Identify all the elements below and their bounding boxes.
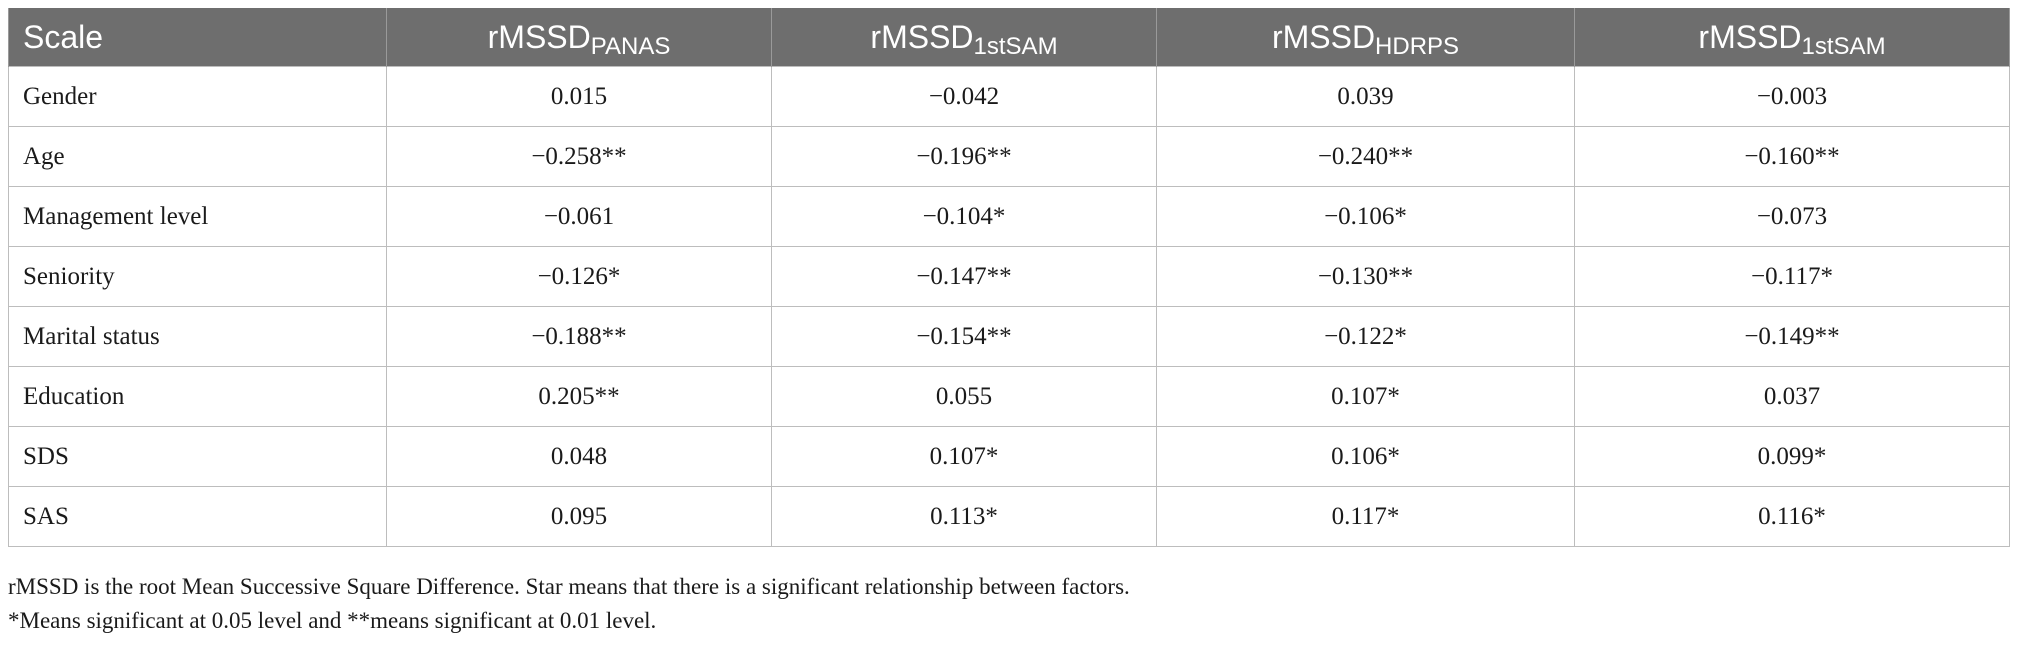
table-cell: −0.149** — [1574, 306, 2010, 367]
header-scale: Scale — [8, 8, 387, 67]
table-cell: 0.037 — [1574, 366, 2010, 427]
header-subscript: 1stSAM — [973, 32, 1058, 60]
table-cell: −0.117* — [1574, 246, 2010, 307]
header-base: rMSSD — [487, 18, 591, 55]
table-cell: −0.196** — [771, 126, 1157, 187]
table-cell: 0.039 — [1156, 66, 1575, 127]
row-label: SDS — [8, 426, 387, 487]
row-label: Education — [8, 366, 387, 427]
table-cell: 0.107* — [1156, 366, 1575, 427]
row-label: Management level — [8, 186, 387, 247]
table-row: Age −0.258** −0.196** −0.240** −0.160** — [8, 126, 2010, 187]
footnote-significance: *Means significant at 0.05 level and **m… — [8, 608, 657, 633]
table-cell: −0.061 — [386, 186, 772, 247]
table-footnotes: rMSSD is the root Mean Successive Square… — [8, 570, 1130, 638]
table-cell: −0.122* — [1156, 306, 1575, 367]
table-cell: −0.042 — [771, 66, 1157, 127]
row-label: SAS — [8, 486, 387, 547]
table-cell: −0.106* — [1156, 186, 1575, 247]
table-cell: −0.003 — [1574, 66, 2010, 127]
table-cell: −0.104* — [771, 186, 1157, 247]
header-base: rMSSD — [1698, 18, 1802, 55]
table-cell: −0.154** — [771, 306, 1157, 367]
table-cell: −0.126* — [386, 246, 772, 307]
header-rmssd-1stsam-second: rMSSD1stSAM — [1574, 8, 2010, 67]
table-cell: −0.073 — [1574, 186, 2010, 247]
correlation-table-container: Scale rMSSDPANAS rMSSD1stSAM rMSSDHDRPS … — [8, 8, 2010, 547]
table-cell: 0.015 — [386, 66, 772, 127]
footnote-definition: rMSSD is the root Mean Successive Square… — [8, 574, 1130, 599]
table-cell: −0.188** — [386, 306, 772, 367]
table-cell: 0.117* — [1156, 486, 1575, 547]
row-label: Seniority — [8, 246, 387, 307]
header-base: rMSSD — [870, 18, 974, 55]
table-cell: −0.258** — [386, 126, 772, 187]
table-cell: 0.055 — [771, 366, 1157, 427]
table-cell: −0.240** — [1156, 126, 1575, 187]
table-cell: −0.130** — [1156, 246, 1575, 307]
table-body: Gender 0.015 −0.042 0.039 −0.003 Age −0.… — [8, 66, 2010, 547]
header-base: rMSSD — [1271, 18, 1376, 55]
table-row: Marital status −0.188** −0.154** −0.122*… — [8, 306, 2010, 367]
header-row: Scale rMSSDPANAS rMSSD1stSAM rMSSDHDRPS … — [8, 8, 2010, 67]
row-label: Gender — [8, 66, 387, 127]
header-subscript: 1stSAM — [1801, 32, 1886, 60]
header-subscript: HDRPS — [1375, 32, 1460, 60]
table-cell: 0.106* — [1156, 426, 1575, 487]
table-cell: −0.160** — [1574, 126, 2010, 187]
table-cell: 0.116* — [1574, 486, 2010, 547]
correlation-table: Scale rMSSDPANAS rMSSD1stSAM rMSSDHDRPS … — [8, 8, 2010, 547]
header-rmssd-hdrps: rMSSDHDRPS — [1156, 8, 1575, 67]
table-cell: 0.095 — [386, 486, 772, 547]
row-label: Marital status — [8, 306, 387, 367]
table-header: Scale rMSSDPANAS rMSSD1stSAM rMSSDHDRPS … — [8, 8, 2010, 67]
header-rmssd-panas: rMSSDPANAS — [386, 8, 772, 67]
table-row: SDS 0.048 0.107* 0.106* 0.099* — [8, 426, 2010, 487]
header-rmssd-1stsam: rMSSD1stSAM — [771, 8, 1157, 67]
table-cell: 0.205** — [386, 366, 772, 427]
row-label: Age — [8, 126, 387, 187]
table-cell: 0.099* — [1574, 426, 2010, 487]
table-cell: 0.107* — [771, 426, 1157, 487]
table-row: Management level −0.061 −0.104* −0.106* … — [8, 186, 2010, 247]
table-cell: 0.048 — [386, 426, 772, 487]
table-row: SAS 0.095 0.113* 0.117* 0.116* — [8, 486, 2010, 547]
table-row: Education 0.205** 0.055 0.107* 0.037 — [8, 366, 2010, 427]
header-subscript: PANAS — [590, 32, 671, 60]
table-row: Gender 0.015 −0.042 0.039 −0.003 — [8, 66, 2010, 127]
table-row: Seniority −0.126* −0.147** −0.130** −0.1… — [8, 246, 2010, 307]
table-cell: 0.113* — [771, 486, 1157, 547]
table-cell: −0.147** — [771, 246, 1157, 307]
